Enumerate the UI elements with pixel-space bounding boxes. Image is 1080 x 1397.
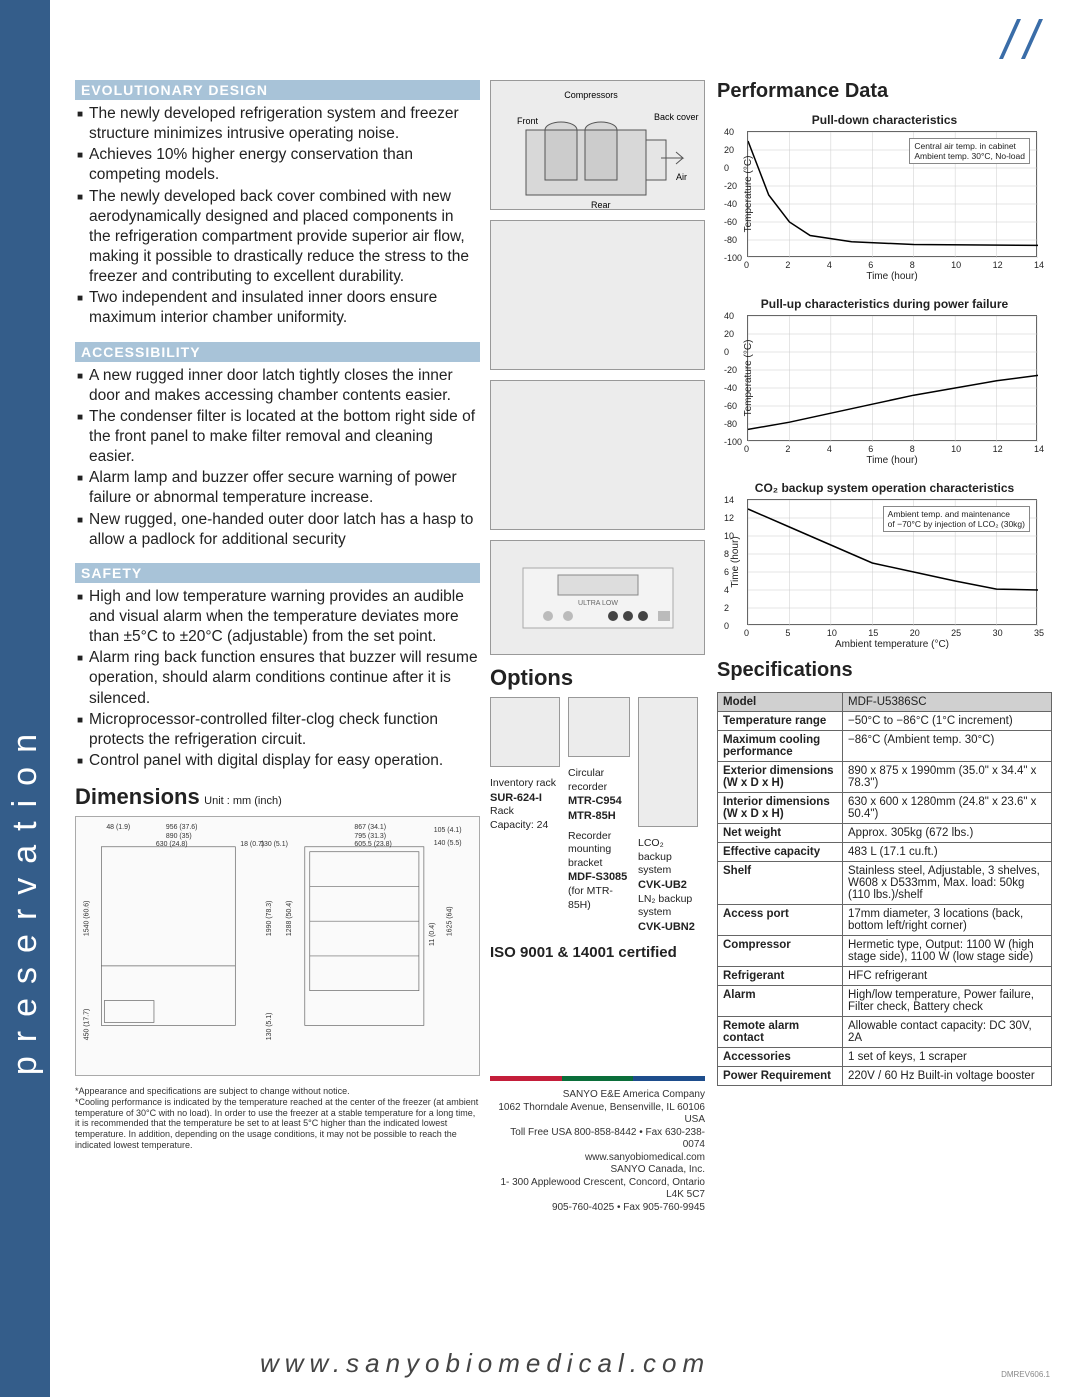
svg-text:450 (17.7): 450 (17.7) xyxy=(83,1009,90,1041)
bullet: Achieves 10% higher energy conservation … xyxy=(77,145,478,185)
section-head-evolutionary: EVOLUTIONARY DESIGN xyxy=(75,80,480,100)
table-row: Interior dimensions (W x D x H)630 x 600… xyxy=(718,793,1052,824)
table-row: Accessories1 set of keys, 1 scraper xyxy=(718,1048,1052,1067)
page: SANYO EVOLUTIONARY DESIGN The newly deve… xyxy=(50,0,1080,1397)
bullet: The condenser filter is located at the b… xyxy=(77,407,478,467)
section-head-accessibility: ACCESSIBILITY xyxy=(75,342,480,362)
chart-pullup: 02468101214-100-80-60-40-2002040Time (ho… xyxy=(747,315,1037,441)
svg-text:605.5 (23.8): 605.5 (23.8) xyxy=(354,841,391,848)
option-rack: Inventory rackSUR-624-IRack Capacity: 24 xyxy=(490,777,560,833)
table-row: Remote alarm contactAllowable contact ca… xyxy=(718,1017,1052,1048)
svg-text:Rear: Rear xyxy=(591,200,611,210)
svg-text:890 (35): 890 (35) xyxy=(166,833,192,840)
chart-co2: 0510152025303502468101214Ambient tempera… xyxy=(747,499,1037,625)
table-row: RefrigerantHFC refrigerant xyxy=(718,967,1052,986)
bullet: Control panel with digital display for e… xyxy=(77,751,478,771)
section-head-safety: SAFETY xyxy=(75,563,480,583)
table-row: ShelfStainless steel, Adjustable, 3 shel… xyxy=(718,862,1052,905)
brand-logo: SANYO xyxy=(871,15,1050,69)
bullet: New rugged, one-handed outer door latch … xyxy=(77,510,478,550)
option-recorder: Circular recorderMTR-C954MTR-85H xyxy=(568,767,630,824)
table-row: Exterior dimensions (W x D x H)890 x 875… xyxy=(718,762,1052,793)
option-recorder-image xyxy=(568,697,630,757)
product-photo-1 xyxy=(490,220,705,370)
table-row: AlarmHigh/low temperature, Power failure… xyxy=(718,986,1052,1017)
control-panel-photo: ULTRA LOW xyxy=(490,540,705,655)
svg-text:1990 (78.3): 1990 (78.3) xyxy=(266,901,273,936)
spec-table: ModelMDF-U5386SCTemperature range−50°C t… xyxy=(717,692,1052,1086)
dimensions-title: Dimensions xyxy=(75,784,200,809)
product-photo-2 xyxy=(490,380,705,530)
svg-text:Air: Air xyxy=(676,172,687,182)
options-title: Options xyxy=(490,665,705,691)
dimensions-unit: Unit : mm (inch) xyxy=(204,795,282,807)
company-address: SANYO E&E America Company1062 Thorndale … xyxy=(490,1089,705,1214)
performance-title: Performance Data xyxy=(717,80,1052,103)
svg-text:630 (24.8): 630 (24.8) xyxy=(156,841,188,848)
svg-text:130 (5.1): 130 (5.1) xyxy=(260,841,288,848)
table-row: ModelMDF-U5386SC xyxy=(718,693,1052,712)
table-row: Temperature range−50°C to −86°C (1°C inc… xyxy=(718,712,1052,731)
side-text: preservation xyxy=(6,720,45,1075)
color-bar xyxy=(490,1076,705,1081)
bullet: High and low temperature warning provide… xyxy=(77,587,478,647)
svg-text:Back cover: Back cover xyxy=(654,112,699,122)
svg-text:1625 (64): 1625 (64) xyxy=(447,906,454,936)
svg-text:Front: Front xyxy=(517,116,539,126)
bullet: Two independent and insulated inner door… xyxy=(77,288,478,328)
compressor-diagram: Compressors Front Back cover Rear Air xyxy=(490,80,705,210)
svg-text:795 (31.3): 795 (31.3) xyxy=(354,833,386,840)
svg-text:130 (5.1): 130 (5.1) xyxy=(266,1013,273,1041)
table-row: Power Requirement220V / 60 Hz Built-in v… xyxy=(718,1067,1052,1086)
website-url: www.sanyobiomedical.com xyxy=(260,1348,710,1379)
svg-text:ULTRA LOW: ULTRA LOW xyxy=(578,600,618,607)
svg-text:105 (4.1): 105 (4.1) xyxy=(434,827,462,834)
option-rack-image xyxy=(490,697,560,767)
table-row: Maximum cooling performance−86°C (Ambien… xyxy=(718,731,1052,762)
table-row: CompressorHermetic type, Output: 1100 W … xyxy=(718,936,1052,967)
option-backup: LCO₂ backup systemCVK-UB2LN₂ backup syst… xyxy=(638,837,698,934)
mid-column: Compressors Front Back cover Rear Air UL… xyxy=(490,80,705,961)
option-bracket: Recorder mounting bracketMDF-S3085(for M… xyxy=(568,830,630,913)
chart2-title: Pull-up characteristics during power fai… xyxy=(717,297,1052,311)
spec-title: Specifications xyxy=(717,659,1052,682)
bullet: The newly developed back cover combined … xyxy=(77,187,478,288)
table-row: Effective capacity483 L (17.1 cu.ft.) xyxy=(718,843,1052,862)
right-column: Performance Data Pull-down characteristi… xyxy=(717,80,1052,1086)
bullet: Microprocessor-controlled filter-clog ch… xyxy=(77,710,478,750)
svg-text:1288 (50.4): 1288 (50.4) xyxy=(286,901,293,936)
svg-text:11 (0.4): 11 (0.4) xyxy=(429,923,436,946)
chart3-title: CO₂ backup system operation characterist… xyxy=(717,481,1052,495)
svg-text:867 (34.1): 867 (34.1) xyxy=(354,824,386,831)
option-backup-image xyxy=(638,697,698,827)
doc-revision: DMREV606.1 xyxy=(1001,1370,1050,1379)
svg-text:48 (1.9): 48 (1.9) xyxy=(106,824,130,831)
svg-text:1540 (60.6): 1540 (60.6) xyxy=(83,901,90,936)
bullet: Alarm lamp and buzzer offer secure warni… xyxy=(77,468,478,508)
bullet: The newly developed refrigeration system… xyxy=(77,104,478,144)
bullet: Alarm ring back function ensures that bu… xyxy=(77,648,478,708)
chart-pulldown: 02468101214-100-80-60-40-2002040Time (ho… xyxy=(747,131,1037,257)
iso-cert: ISO 9001 & 14001 certified xyxy=(490,944,705,961)
table-row: Access port17mm diameter, 3 locations (b… xyxy=(718,905,1052,936)
chart1-title: Pull-down characteristics xyxy=(717,113,1052,127)
bullet: A new rugged inner door latch tightly cl… xyxy=(77,366,478,406)
left-column: EVOLUTIONARY DESIGN The newly developed … xyxy=(75,80,480,1151)
svg-text:956 (37.6): 956 (37.6) xyxy=(166,824,198,831)
footnotes: *Appearance and specifications are subje… xyxy=(75,1086,480,1151)
table-row: Net weightApprox. 305kg (672 lbs.) xyxy=(718,824,1052,843)
svg-text:140 (5.5): 140 (5.5) xyxy=(434,840,462,847)
dimensions-drawing: 48 (1.9)956 (37.6)890 (35)630 (24.8)18 (… xyxy=(75,816,480,1076)
svg-text:Compressors: Compressors xyxy=(564,90,618,100)
